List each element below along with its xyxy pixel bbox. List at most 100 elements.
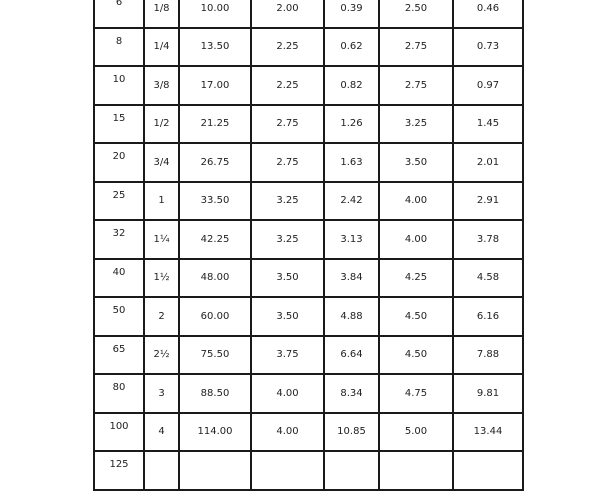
table-cell: 3.84 (323, 257, 380, 298)
table-row: 10 3/8 17.00 2.25 0.82 2.75 0.97 (93, 65, 524, 106)
table-cell: 2.00 (250, 0, 325, 29)
table-cell: 0.39 (323, 0, 380, 29)
table-cell: 2 (143, 296, 180, 337)
table-cell: 42.25 (178, 219, 252, 260)
table-cell: 80 (93, 373, 145, 414)
table-cell: 1/4 (143, 26, 180, 67)
table-cell: 3 (143, 373, 180, 414)
table-cell: 3/8 (143, 65, 180, 106)
table-cell: 88.50 (178, 373, 252, 414)
table-cell: 3/4 (143, 142, 180, 183)
table-row: 20 3/4 26.75 2.75 1.63 3.50 2.01 (93, 142, 524, 183)
table-cell: 3.25 (250, 219, 325, 260)
table-cell: 4.58 (452, 257, 524, 298)
table-row: 125 (93, 450, 524, 491)
table-cell: 0.73 (452, 26, 524, 67)
table-cell: 13.44 (452, 411, 524, 452)
pipe-dimension-table-container: 6 1/8 10.00 2.00 0.39 2.50 0.46 8 1/4 13.50 2.25 0.… (93, 0, 524, 491)
table-cell: 2.75 (378, 26, 454, 67)
table-cell (250, 450, 325, 491)
table-cell: 3.78 (452, 219, 524, 260)
table-cell: 1/8 (143, 0, 180, 29)
table-cell: 6.16 (452, 296, 524, 337)
table-cell: 3.13 (323, 219, 380, 260)
table-cell: 1 (143, 180, 180, 221)
table-cell: 2.01 (452, 142, 524, 183)
table-cell: 4.00 (250, 411, 325, 452)
table-cell: 8.34 (323, 373, 380, 414)
table-cell: 0.97 (452, 65, 524, 106)
table-cell: 3.50 (250, 257, 325, 298)
table-cell: 1.26 (323, 103, 380, 144)
table-cell: 4.75 (378, 373, 454, 414)
table-cell: 6.64 (323, 334, 380, 375)
table-cell: 33.50 (178, 180, 252, 221)
table-cell: 2.25 (250, 26, 325, 67)
table-cell: 1.63 (323, 142, 380, 183)
table-cell: 0.46 (452, 0, 524, 29)
table-row: 50 2 60.00 3.50 4.88 4.50 6.16 (93, 296, 524, 337)
table-cell: 8 (93, 26, 145, 67)
table-cell: 0.82 (323, 65, 380, 106)
table-cell: 1¼ (143, 219, 180, 260)
table-cell: 75.50 (178, 334, 252, 375)
table-row: 32 1¼ 42.25 3.25 3.13 4.00 3.78 (93, 219, 524, 260)
table-cell: 40 (93, 257, 145, 298)
table-cell: 3.50 (250, 296, 325, 337)
table-cell: 3.50 (378, 142, 454, 183)
table-cell: 1½ (143, 257, 180, 298)
table-cell: 4.00 (250, 373, 325, 414)
table-cell: 4.00 (378, 180, 454, 221)
table-row: 80 3 88.50 4.00 8.34 4.75 9.81 (93, 373, 524, 414)
table-cell: 15 (93, 103, 145, 144)
table-cell: 6 (93, 0, 145, 29)
table-row: 40 1½ 48.00 3.50 3.84 4.25 4.58 (93, 257, 524, 298)
table-cell: 10 (93, 65, 145, 106)
table-cell: 1.45 (452, 103, 524, 144)
table-cell: 50 (93, 296, 145, 337)
table-cell: 2.91 (452, 180, 524, 221)
table-cell: 1/2 (143, 103, 180, 144)
table-cell (178, 450, 252, 491)
table-cell: 10.00 (178, 0, 252, 29)
table-cell: 2.50 (378, 0, 454, 29)
pipe-dimension-table: 6 1/8 10.00 2.00 0.39 2.50 0.46 8 1/4 13.50 2.25 0.… (93, 0, 524, 491)
table-cell: 13.50 (178, 26, 252, 67)
table-cell: 25 (93, 180, 145, 221)
table-cell: 114.00 (178, 411, 252, 452)
table-cell: 32 (93, 219, 145, 260)
table-cell: 20 (93, 142, 145, 183)
table-cell: 4.25 (378, 257, 454, 298)
table-cell: 7.88 (452, 334, 524, 375)
table-cell: 2.75 (250, 142, 325, 183)
table-cell: 2.75 (378, 65, 454, 106)
table-cell: 4 (143, 411, 180, 452)
table-row: 8 1/4 13.50 2.25 0.62 2.75 0.73 (93, 26, 524, 67)
table-cell (323, 450, 380, 491)
table-cell: 65 (93, 334, 145, 375)
table-cell: 10.85 (323, 411, 380, 452)
table-cell: 3.25 (378, 103, 454, 144)
table-cell: 26.75 (178, 142, 252, 183)
table-cell: 21.25 (178, 103, 252, 144)
table-cell: 2.42 (323, 180, 380, 221)
table-cell: 3.25 (250, 180, 325, 221)
table-row: 15 1/2 21.25 2.75 1.26 3.25 1.45 (93, 103, 524, 144)
table-cell: 3.75 (250, 334, 325, 375)
table-cell: 4.50 (378, 334, 454, 375)
table-row: 100 4 114.00 4.00 10.85 5.00 13.44 (93, 411, 524, 452)
table-cell: 2.75 (250, 103, 325, 144)
table-cell: 9.81 (452, 373, 524, 414)
table-cell: 2½ (143, 334, 180, 375)
table-cell: 4.88 (323, 296, 380, 337)
table-row: 6 1/8 10.00 2.00 0.39 2.50 0.46 (93, 0, 524, 29)
table-cell (452, 450, 524, 491)
table-cell: 5.00 (378, 411, 454, 452)
table-cell: 48.00 (178, 257, 252, 298)
table-cell: 125 (93, 450, 145, 491)
table-cell: 60.00 (178, 296, 252, 337)
table-cell: 4.50 (378, 296, 454, 337)
table-cell: 0.62 (323, 26, 380, 67)
table-cell (378, 450, 454, 491)
table-cell: 17.00 (178, 65, 252, 106)
